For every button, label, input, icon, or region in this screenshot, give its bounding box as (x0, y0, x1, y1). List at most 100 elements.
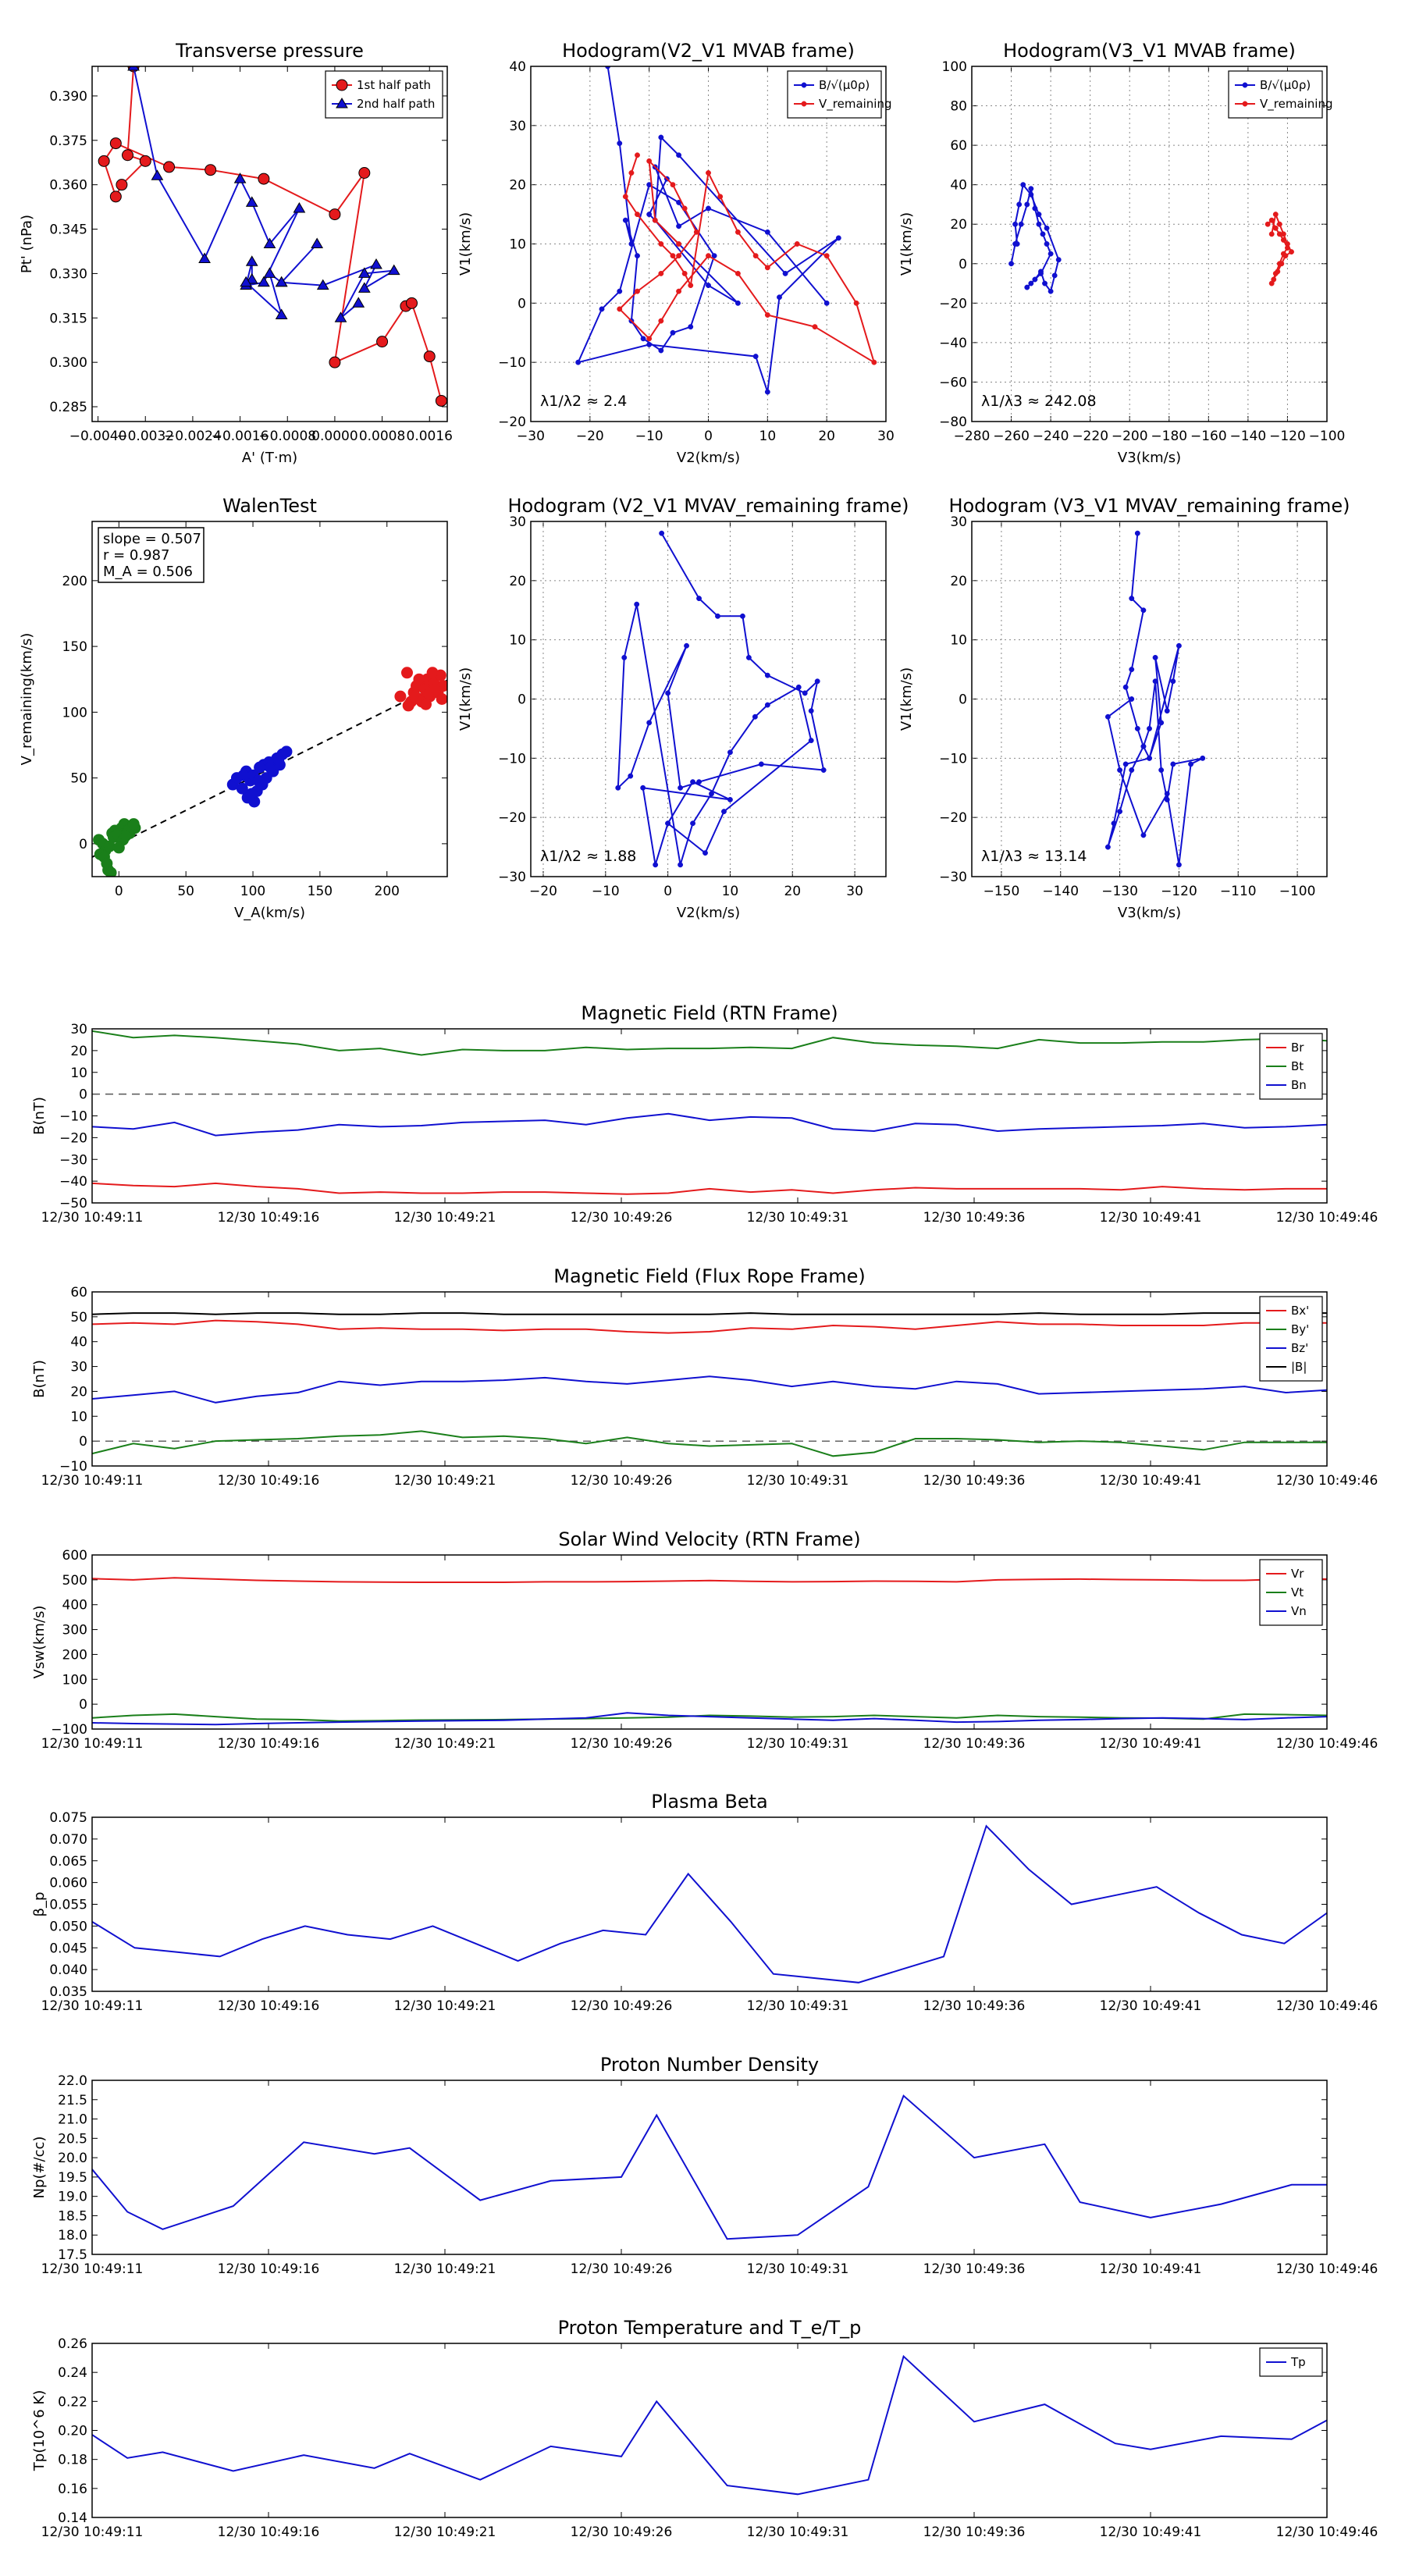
data-point (1008, 261, 1015, 267)
chart-proton-number-density: Proton Number Density 17.5 18.0 18.5 19.0 19.… (31, 2054, 1378, 2277)
y-tick-label: 0.330 (49, 266, 87, 282)
x-tick-label: 150 (308, 884, 333, 899)
x-tick-label: −140 (1230, 429, 1267, 444)
data-point (127, 66, 140, 71)
x-tick-label: 0 (704, 429, 713, 444)
y-tick-label: 19.5 (58, 2170, 87, 2186)
x-tick-label: 20 (818, 429, 835, 444)
data-point (329, 356, 341, 368)
y-tick-label: 0.375 (49, 133, 87, 149)
x-tick-label: −0.0008 (258, 429, 316, 444)
data-point (665, 690, 671, 696)
y-tick-label: −10 (59, 1459, 87, 1475)
legend-marker (801, 101, 807, 107)
data-point (735, 229, 741, 235)
chart-hodogram-v2v1-mvav: Hodogram (V2_V1 MVAV_remaining frame) −30… (457, 495, 909, 921)
data-point (263, 267, 276, 278)
legend-label: Vn (1291, 1604, 1307, 1618)
chart-title: Plasma Beta (651, 1791, 767, 1813)
data-point (681, 205, 688, 212)
data-point (678, 785, 684, 791)
y-tick-label: 40 (950, 178, 967, 194)
y-tick-label: 20.0 (58, 2151, 87, 2166)
y-tick-label: 0 (518, 692, 526, 708)
x-tick-label: −180 (1151, 429, 1187, 444)
x-tick-label: 0 (663, 884, 672, 899)
data-point (1028, 280, 1034, 286)
legend-label: 1st half path (357, 78, 431, 92)
data-point (1122, 684, 1129, 690)
data-point (245, 788, 258, 800)
series-group (92, 1577, 1327, 1726)
y-tick-label: 0 (79, 837, 87, 852)
data-point (617, 306, 623, 312)
data-point (258, 276, 270, 287)
data-point (1140, 607, 1147, 614)
y-tick-label: −40 (939, 336, 967, 351)
data-point (1024, 284, 1030, 290)
data-point (640, 785, 646, 791)
x-tick-label: 12/30 10:49:41 (1100, 1210, 1202, 1226)
data-point (275, 308, 288, 319)
data-point (706, 283, 711, 289)
data-point (316, 279, 329, 290)
data-point (678, 862, 684, 868)
y-tick-label: 0.035 (49, 1984, 87, 2000)
y-tick-label: 0.390 (49, 89, 87, 105)
x-tick-label: −0.0024 (164, 429, 222, 444)
x-tick-label: −260 (993, 429, 1030, 444)
data-point (812, 324, 818, 330)
y-axis-label: V1(km/s) (898, 667, 915, 731)
chart-title: Hodogram (V3_V1 MVAV_remaining frame) (948, 495, 1350, 517)
x-tick-label: 12/30 10:49:16 (218, 1998, 320, 2014)
x-tick-label: 0.0008 (359, 429, 405, 444)
y-tick-label: 0.075 (49, 1810, 87, 1826)
chart-title: Hodogram(V3_V1 MVAB frame) (1003, 40, 1296, 62)
y-tick-label: 22.0 (58, 2073, 87, 2089)
data-point (758, 761, 764, 767)
data-point (1016, 201, 1023, 208)
y-tick-label: 20 (70, 1384, 87, 1400)
y-tick-label: 30 (70, 1022, 87, 1037)
y-tick-label: 40 (509, 59, 526, 75)
x-tick-label: −100 (1309, 429, 1346, 444)
x-tick-label: 12/30 10:49:21 (394, 1473, 496, 1489)
y-tick-label: 17.5 (58, 2247, 87, 2263)
y-tick-label: 0.055 (49, 1898, 87, 1913)
series-line-|B| (92, 1312, 1327, 1315)
data-point (646, 341, 653, 347)
x-tick-label: 10 (759, 429, 777, 444)
data-point (635, 288, 640, 294)
y-tick-label: 0 (79, 1087, 87, 1103)
x-tick-label: 12/30 10:49:26 (571, 1473, 673, 1489)
data-point (109, 137, 122, 150)
x-tick-label: 12/30 10:49:36 (923, 1998, 1026, 2014)
legend-label: B/√(μ0ρ) (1260, 78, 1311, 92)
series-group (92, 1312, 1327, 1457)
data-point (198, 252, 211, 263)
data-point (1268, 217, 1275, 223)
data-point (764, 702, 770, 708)
data-point (435, 394, 447, 407)
y-axis-label: V_remaining(km/s) (19, 633, 35, 766)
x-tick-label: 12/30 10:49:11 (41, 2524, 144, 2540)
y-tick-label: 10 (70, 1066, 87, 1081)
y-tick-label: 21.5 (58, 2093, 87, 2108)
data-point (1152, 654, 1158, 660)
x-tick-label: 12/30 10:49:46 (1276, 1736, 1378, 1752)
y-tick-label: 0.300 (49, 355, 87, 371)
data-point (151, 169, 164, 180)
x-tick-label: −280 (954, 429, 991, 444)
y-tick-label: 0.050 (49, 1919, 87, 1934)
data-point (1284, 241, 1290, 247)
data-point (1038, 269, 1044, 275)
x-tick-label: 12/30 10:49:26 (571, 1210, 673, 1226)
data-point (1104, 713, 1111, 720)
data-point (681, 270, 688, 276)
x-tick-label: 12/30 10:49:31 (747, 1736, 849, 1752)
data-point (1020, 182, 1026, 188)
y-tick-label: 0.22 (58, 2394, 87, 2410)
plot-frame (91, 1816, 1328, 1992)
y-tick-label: −20 (939, 810, 967, 826)
data-point (1280, 237, 1286, 243)
